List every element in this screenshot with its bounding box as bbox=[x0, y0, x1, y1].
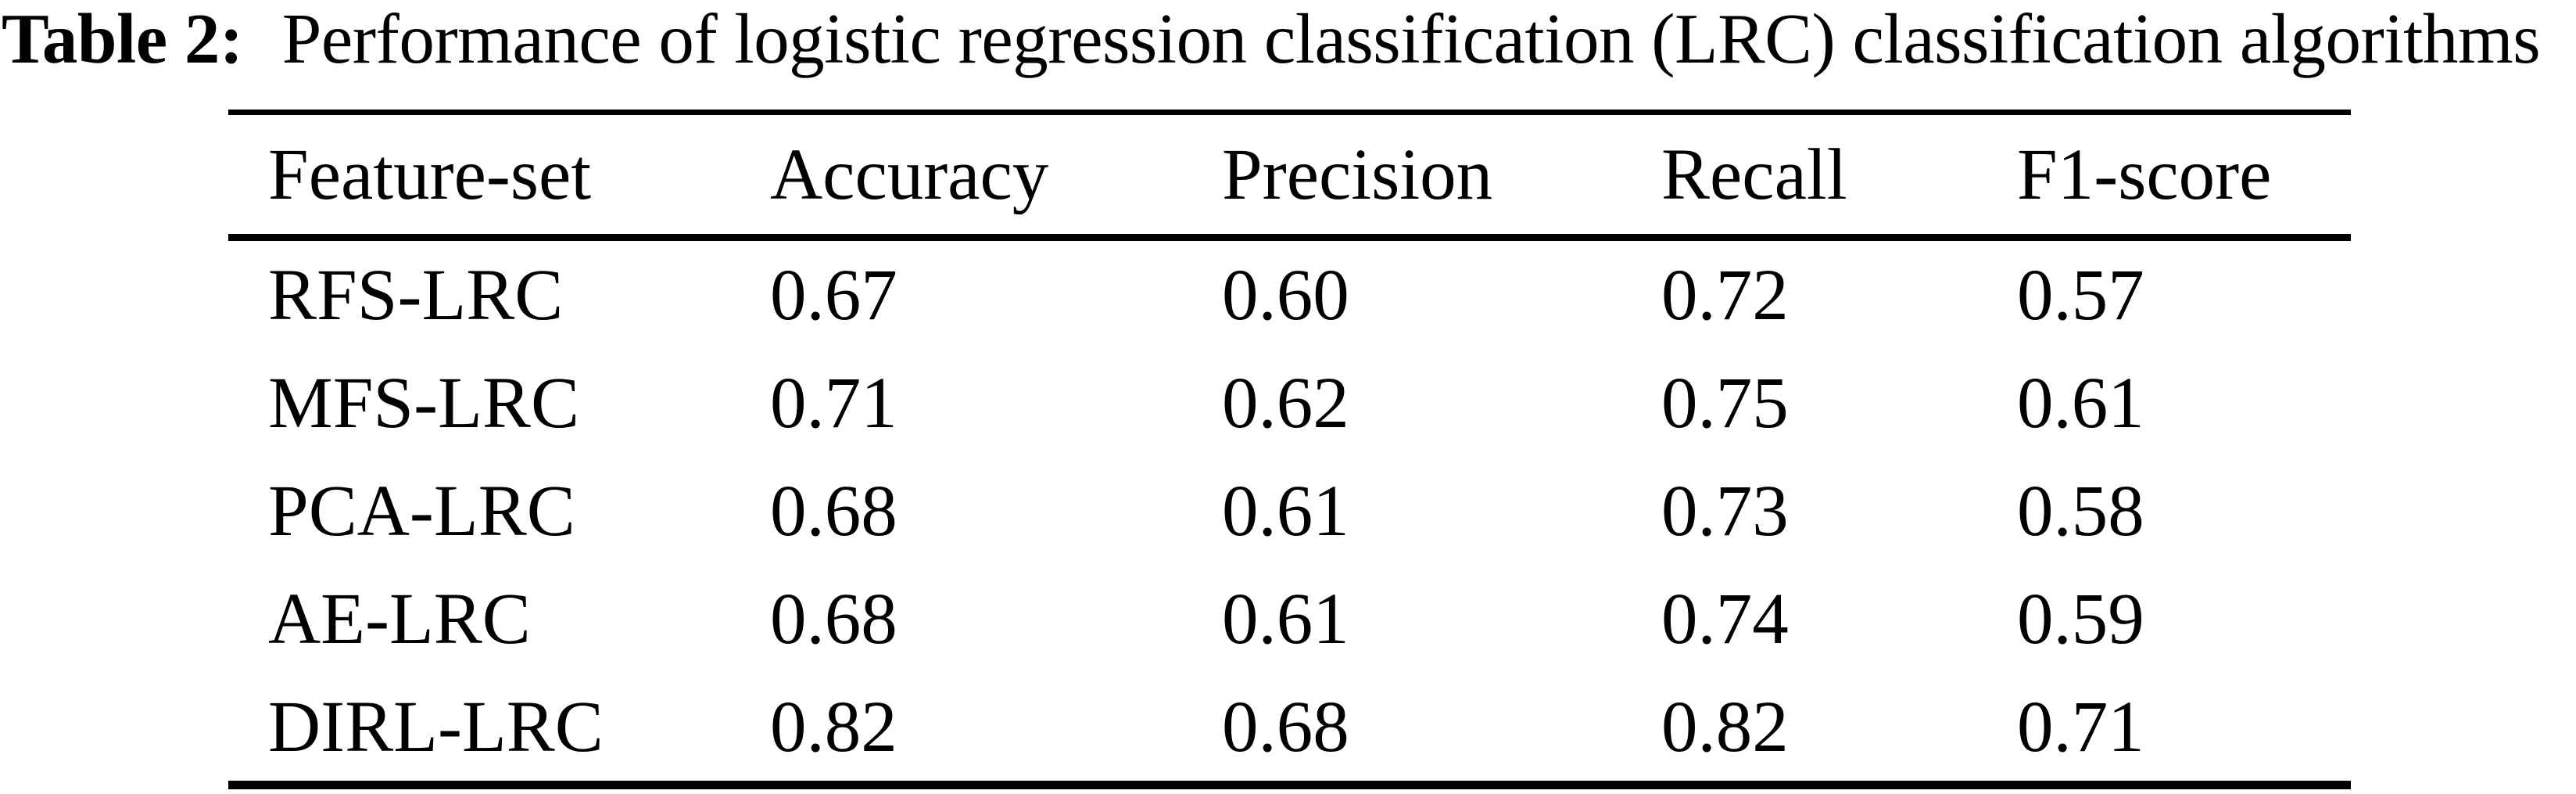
cell-f1-score: 0.59 bbox=[2017, 578, 2144, 659]
table-row: RFS-LRC 0.67 0.60 0.72 0.57 bbox=[228, 241, 2351, 349]
cell-recall: 0.74 bbox=[1661, 578, 1789, 659]
cell-recall: 0.82 bbox=[1661, 686, 1789, 767]
table-caption-text: Performance of logistic regression class… bbox=[281, 0, 2541, 78]
table-row: AE-LRC 0.68 0.61 0.74 0.59 bbox=[228, 565, 2351, 673]
cell-feature-set: PCA-LRC bbox=[268, 470, 575, 551]
cell-feature-set: AE-LRC bbox=[268, 578, 531, 659]
cell-precision: 0.60 bbox=[1222, 254, 1349, 336]
cell-accuracy: 0.68 bbox=[770, 578, 897, 659]
cell-feature-set: DIRL-LRC bbox=[268, 686, 604, 767]
table-row: DIRL-LRC 0.82 0.68 0.82 0.71 bbox=[228, 673, 2351, 781]
cell-feature-set: MFS-LRC bbox=[268, 362, 579, 444]
cell-recall: 0.72 bbox=[1661, 254, 1789, 336]
cell-f1-score: 0.57 bbox=[2017, 254, 2144, 336]
column-header-feature-set: Feature-set bbox=[268, 134, 592, 215]
column-header-precision: Precision bbox=[1222, 134, 1493, 215]
table-row: MFS-LRC 0.71 0.62 0.75 0.61 bbox=[228, 349, 2351, 457]
column-header-recall: Recall bbox=[1661, 134, 1847, 215]
cell-precision: 0.61 bbox=[1222, 470, 1349, 551]
cell-accuracy: 0.67 bbox=[770, 254, 897, 336]
cell-precision: 0.62 bbox=[1222, 362, 1349, 444]
cell-recall: 0.73 bbox=[1661, 470, 1789, 551]
column-header-accuracy: Accuracy bbox=[770, 134, 1049, 215]
cell-precision: 0.61 bbox=[1222, 578, 1349, 659]
cell-precision: 0.68 bbox=[1222, 686, 1349, 767]
table-header-row: Feature-set Accuracy Precision Recall F1… bbox=[228, 115, 2351, 241]
cell-recall: 0.75 bbox=[1661, 362, 1789, 444]
table-caption-label: Table 2: bbox=[2, 0, 243, 78]
performance-table: Feature-set Accuracy Precision Recall F1… bbox=[228, 110, 2351, 789]
cell-accuracy: 0.68 bbox=[770, 470, 897, 551]
cell-f1-score: 0.58 bbox=[2017, 470, 2144, 551]
cell-f1-score: 0.71 bbox=[2017, 686, 2144, 767]
table-row: PCA-LRC 0.68 0.61 0.73 0.58 bbox=[228, 457, 2351, 565]
cell-feature-set: RFS-LRC bbox=[268, 254, 564, 336]
column-header-f1-score: F1-score bbox=[2017, 134, 2272, 215]
table-caption: Table 2: Performance of logistic regressi… bbox=[2, 0, 2576, 78]
cell-accuracy: 0.71 bbox=[770, 362, 897, 444]
cell-f1-score: 0.61 bbox=[2017, 362, 2144, 444]
cell-accuracy: 0.82 bbox=[770, 686, 897, 767]
